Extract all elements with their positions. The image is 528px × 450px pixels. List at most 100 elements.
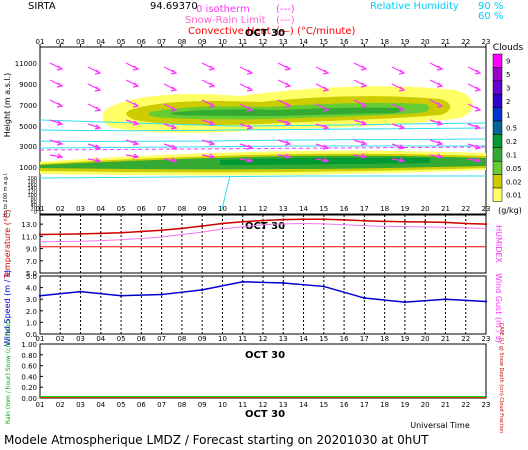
temperature-point: [282, 218, 285, 221]
wind-point: [241, 280, 244, 283]
hour-label-04: 04: [96, 38, 105, 46]
agl-tick-140: 140: [27, 186, 37, 192]
hour-label-14: 14: [299, 335, 308, 343]
wind-arrow: [277, 99, 292, 108]
wind-arrow: [125, 119, 140, 126]
colorbar-cell: [492, 187, 503, 202]
wind-arrow: [125, 79, 140, 88]
humidex-axis-title: HUMIDEX: [494, 225, 503, 263]
colorbar-label-0.2: 0.2: [506, 138, 517, 146]
wind-arrow: [353, 62, 368, 71]
hour-label-10: 10: [218, 335, 227, 343]
hour-label-22: 22: [461, 205, 470, 213]
wind-arrow: [277, 62, 292, 71]
upper-cloud-layer: [102, 86, 473, 133]
hour-label-22: 22: [461, 401, 470, 409]
wind-arrow: [49, 62, 64, 71]
wind-arrow: [391, 103, 406, 112]
agl-axis-title: Up to 200 m a.g.l.: [3, 172, 9, 217]
hour-label-07: 07: [157, 205, 166, 213]
wind-arrow: [49, 99, 64, 108]
hour-label-13: 13: [279, 205, 288, 213]
wind-arrow: [391, 123, 406, 130]
temperature-point: [180, 227, 183, 230]
ytick-4.0: 4.0: [26, 285, 37, 293]
ytick-11.0: 11.0: [21, 233, 37, 241]
hour-label-05: 05: [117, 205, 126, 213]
temperature-point: [39, 233, 41, 236]
hour-label-12: 12: [259, 335, 268, 343]
legend-heat-label: Convective Heat: [188, 26, 271, 37]
wind-arrow: [239, 157, 254, 163]
colorbar-label-2: 2: [506, 98, 510, 106]
hour-label-02: 02: [56, 335, 65, 343]
wind-arrows: [49, 62, 482, 163]
colorbar-label-1: 1: [506, 111, 510, 119]
wind-panel: 5.0 4.0 3.0 2.0 1.0 0.0 01 02 03 04 05 06 07 08 09 10 1…: [3, 270, 503, 346]
height-tick-1000: 1000: [19, 164, 37, 172]
wind-point: [39, 294, 41, 297]
temperature-point: [403, 220, 406, 223]
temperature-panel: OCT 30 01 02 03 04 05 06 07 08 09 10 11 12 13 14 15 16 1…: [3, 205, 503, 280]
height-tick-9000: 9000: [19, 81, 37, 89]
temperature-point: [201, 224, 204, 227]
colorbar-unit: (g/kg): [498, 206, 522, 215]
wind-point: [363, 297, 366, 300]
hour-label-17: 17: [360, 401, 369, 409]
ytick-0.20: 0.20: [21, 384, 37, 392]
wind-arrow: [391, 66, 406, 75]
ytick-5.0: 5.0: [26, 270, 37, 278]
wind-series-0: [39, 281, 487, 303]
wind-arrow: [277, 139, 292, 146]
colorbar-cell: [492, 120, 503, 135]
hour-label-17: 17: [360, 335, 369, 343]
hour-label-10: 10: [218, 401, 227, 409]
hour-label-20: 20: [421, 401, 430, 409]
ytick-1.0: 1.0: [26, 319, 37, 327]
agl-tick-0: 0: [34, 210, 37, 216]
agl-tick-100: 100: [27, 193, 37, 199]
hour-label-02: 02: [56, 38, 65, 46]
hour-label-15: 15: [319, 335, 328, 343]
wind-arrow: [163, 157, 178, 163]
wind-arrow: [467, 123, 482, 130]
hour-label-18: 18: [380, 38, 389, 46]
hour-label-18: 18: [380, 401, 389, 409]
ytick-13.0: 13.0: [21, 221, 37, 229]
temperature-point: [444, 221, 447, 224]
top-hour-axis: 01 02 03 04 05 06 07 08 09 10 11 12 13 14 15 16 17 18 19 20…: [36, 38, 490, 47]
hour-label-13: 13: [279, 335, 288, 343]
hour-label-11: 11: [238, 401, 247, 409]
hour-label-12: 12: [259, 401, 268, 409]
colorbar-cell: [492, 107, 503, 122]
wind-point: [201, 288, 204, 291]
ytick-0.60: 0.60: [21, 363, 37, 371]
height-tick-3000: 3000: [19, 143, 37, 151]
agl-tick-60: 60: [31, 200, 37, 206]
wind-axis-title: Wind Speed (m / s): [3, 270, 12, 346]
date-label-top: OCT 30: [245, 28, 285, 39]
legend-snow-sample: (---): [276, 15, 295, 26]
ytick-1.00: 1.00: [21, 341, 37, 349]
wind-arrow: [87, 143, 102, 150]
hour-label-11: 11: [238, 205, 247, 213]
legend-block: 0 isotherm (---) Snow-Rain Limit (---) C…: [185, 4, 356, 37]
ytick-0.80: 0.80: [21, 352, 37, 360]
ytick-7.0: 7.0: [26, 258, 37, 266]
colorbar-label-5: 5: [506, 71, 510, 79]
wind-arrow: [49, 139, 64, 146]
wind-arrow: [125, 153, 140, 159]
wind-arrow: [353, 139, 368, 146]
station-id: 94.69370: [150, 1, 198, 12]
hour-label-14: 14: [299, 205, 308, 213]
hour-label-12: 12: [259, 38, 268, 46]
wind-arrow: [201, 62, 216, 71]
colorbar-cell: [492, 147, 503, 162]
hour-label-14: 14: [299, 401, 308, 409]
wind-arrow: [163, 123, 178, 130]
temperature-point: [241, 220, 244, 223]
wind-arrow: [49, 153, 64, 159]
hour-label-10: 10: [218, 205, 227, 213]
temperature-point: [343, 218, 346, 221]
ytick-0.0: 0.0: [26, 331, 37, 339]
